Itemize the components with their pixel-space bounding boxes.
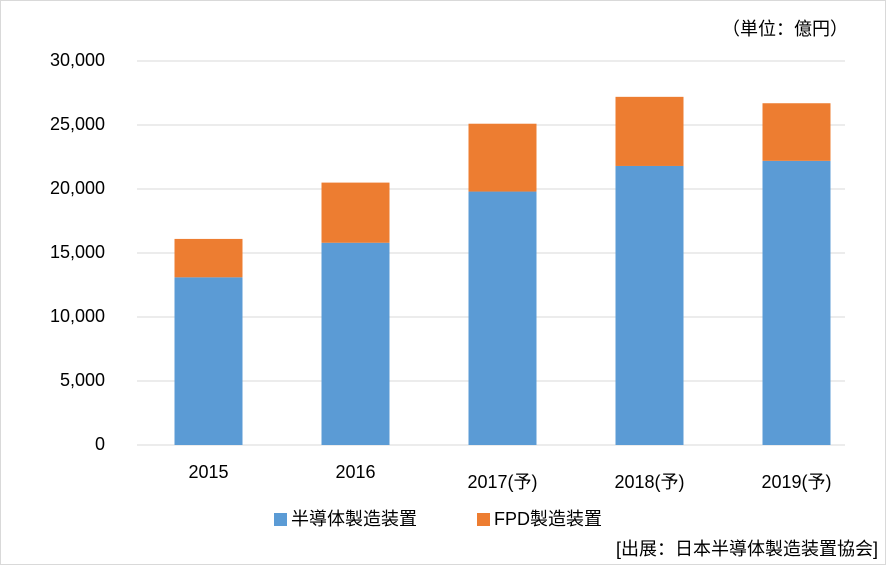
y-tick-label: 25,000: [50, 114, 105, 134]
bar-segment: [174, 238, 243, 278]
y-tick-label: 0: [95, 434, 105, 454]
bar-segment: [174, 277, 243, 445]
legend-label: FPD製造装置: [494, 509, 602, 529]
bar-segment: [468, 191, 537, 445]
bar-segment: [762, 160, 831, 445]
legend-label: 半導体製造装置: [291, 509, 417, 529]
bar-segment: [615, 165, 684, 445]
x-tick-label: 2015: [188, 462, 228, 482]
bar-segment: [762, 103, 831, 161]
y-tick-label: 5,000: [60, 370, 105, 390]
y-tick-label: 30,000: [50, 50, 105, 70]
x-tick-label: 2019(予): [761, 472, 831, 492]
unit-label: （単位：億円）: [722, 19, 848, 39]
x-tick-label: 2018(予): [614, 472, 684, 492]
legend-swatch: [477, 513, 490, 526]
x-tick-label: 2016: [335, 462, 375, 482]
legend-swatch: [274, 513, 287, 526]
bar-segment: [615, 96, 684, 166]
bar-segment: [321, 242, 390, 445]
bar-segment: [468, 123, 537, 192]
bar-segment: [321, 182, 390, 243]
x-tick-label: 2017(予): [467, 472, 537, 492]
y-tick-label: 20,000: [50, 178, 105, 198]
source: [出展：日本半導体製造装置協会]: [616, 539, 878, 559]
y-tick-label: 15,000: [50, 242, 105, 262]
y-tick-label: 10,000: [50, 306, 105, 326]
